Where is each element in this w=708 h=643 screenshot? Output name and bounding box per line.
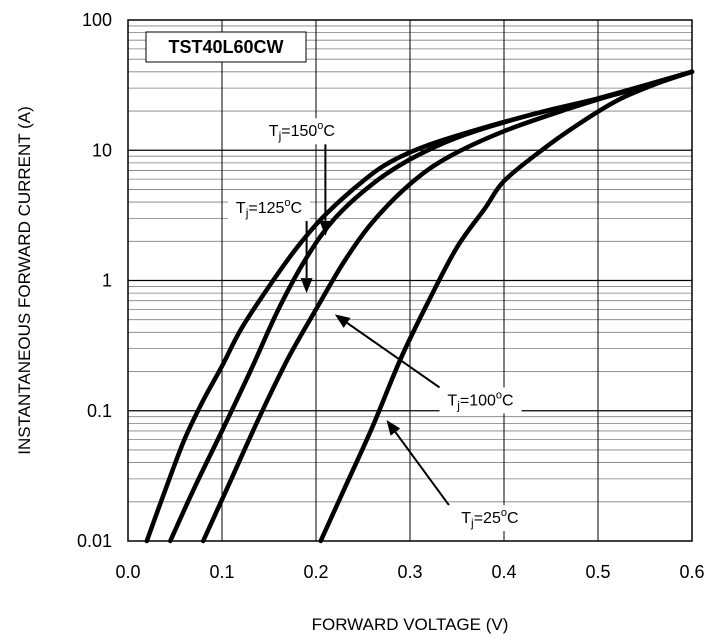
x-tick-label: 0.1 bbox=[209, 562, 234, 582]
y-tick-label: 0.01 bbox=[77, 531, 112, 551]
y-tick-label: 100 bbox=[82, 10, 112, 30]
y-tick-label: 10 bbox=[92, 140, 112, 160]
x-tick-label: 0.2 bbox=[303, 562, 328, 582]
annotation-150: Tj=150oC bbox=[260, 118, 343, 236]
annotation-25: Tj=25oC bbox=[386, 419, 531, 532]
x-tick-label: 0.6 bbox=[679, 562, 704, 582]
arrow-line bbox=[346, 322, 441, 389]
annotation-background bbox=[260, 118, 343, 145]
curve-125 bbox=[168, 69, 695, 544]
plot-frame bbox=[127, 19, 693, 542]
chart-title-box: TST40L60CW bbox=[145, 31, 307, 63]
annotation-125: Tj=125oC bbox=[228, 195, 313, 294]
annotation-background bbox=[448, 505, 531, 532]
y-tick-label: 0.1 bbox=[87, 401, 112, 421]
y-tick-label: 1 bbox=[102, 271, 112, 291]
curve-150 bbox=[144, 69, 695, 544]
annotations: Tj=150oC Tj=125oC Tj=100oC Tj=25oC bbox=[228, 118, 531, 532]
annotation-background bbox=[439, 387, 522, 414]
x-tick-label: 0.4 bbox=[491, 562, 516, 582]
arrow-head bbox=[386, 419, 401, 436]
x-tick-label: 0.5 bbox=[585, 562, 610, 582]
arrow-head bbox=[334, 314, 351, 328]
annotation-background bbox=[228, 195, 310, 222]
y-axis-label: INSTANTANEOUS FORWARD CURRENT (A) bbox=[15, 106, 34, 455]
annotation-label: Tj=25oC bbox=[461, 507, 518, 530]
x-tick-label: 0.3 bbox=[397, 562, 422, 582]
curves bbox=[144, 69, 695, 544]
annotation-label: Tj=150oC bbox=[269, 120, 335, 143]
x-axis-label: FORWARD VOLTAGE (V) bbox=[312, 615, 509, 634]
chart-title: TST40L60CW bbox=[168, 37, 283, 57]
arrow-head bbox=[300, 278, 313, 294]
annotation-label: Tj=125oC bbox=[236, 197, 302, 220]
annotation-100: Tj=100oC bbox=[334, 314, 522, 414]
curve-25 bbox=[318, 69, 695, 544]
arrow-head bbox=[319, 220, 332, 236]
annotation-label: Tj=100oC bbox=[447, 389, 513, 412]
x-tick-label: 0.0 bbox=[115, 562, 140, 582]
tick-labels: 0.0 0.1 0.2 0.3 0.4 0.5 0.6 0.01 0.1 1 10 100 bbox=[77, 10, 705, 582]
curve-100 bbox=[200, 69, 695, 544]
arrow-line bbox=[394, 431, 450, 506]
